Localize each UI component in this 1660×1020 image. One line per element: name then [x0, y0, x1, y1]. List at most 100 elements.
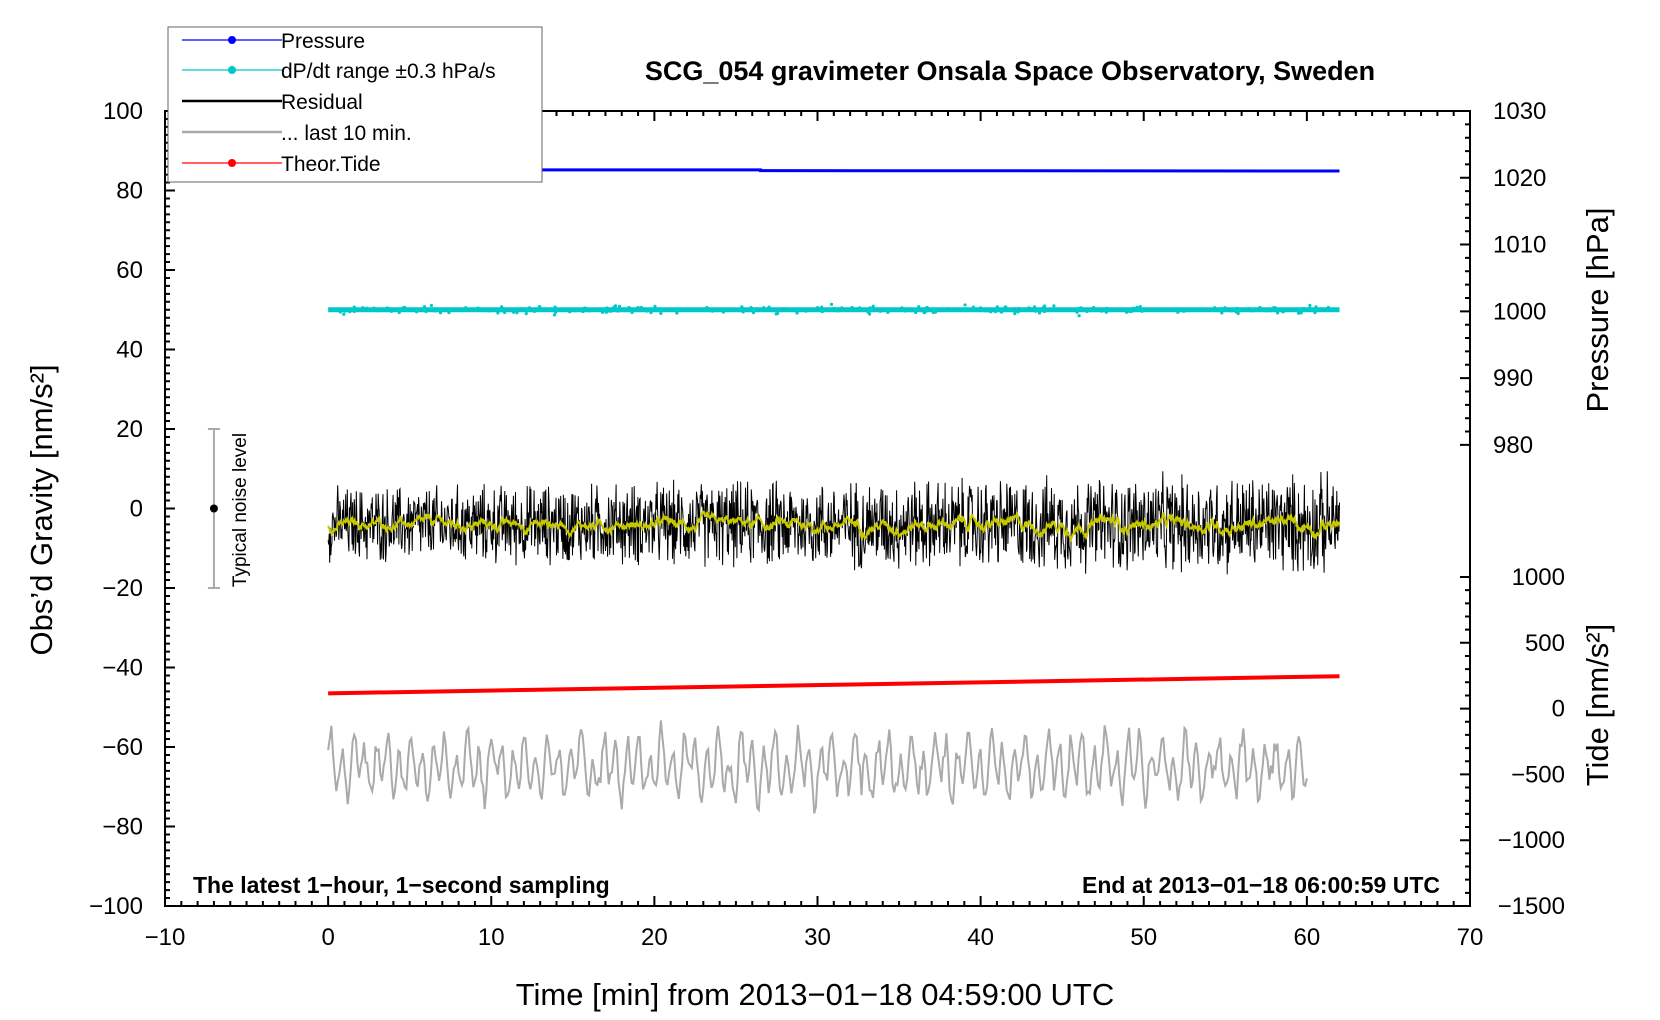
dpdt-point — [332, 308, 336, 312]
dpdt-point — [710, 309, 714, 313]
dpdt-point — [750, 308, 754, 312]
legend-key-marker — [228, 36, 236, 44]
dpdt-point — [416, 307, 420, 312]
dpdt-point — [525, 309, 529, 313]
series-residual-line — [327, 471, 1340, 575]
x-tick-label: 40 — [967, 924, 994, 951]
dpdt-point — [1010, 308, 1014, 312]
series-layer — [327, 168, 1341, 814]
dpdt-point — [524, 312, 528, 316]
dpdt-point — [1037, 311, 1042, 315]
dpdt-point — [328, 308, 332, 312]
dpdt-point — [721, 310, 726, 314]
dpdt-point — [1127, 309, 1131, 313]
tide-tick-label: −1000 — [1498, 827, 1565, 854]
dpdt-point — [1160, 308, 1164, 312]
dpdt-point — [993, 310, 998, 314]
tide-tick-label: 500 — [1525, 630, 1565, 657]
legend-entry-theor-tide: Theor.Tide — [281, 153, 381, 176]
dpdt-point — [798, 307, 803, 311]
tide-tick-label: 0 — [1552, 696, 1565, 723]
dpdt-point — [553, 305, 557, 309]
dpdt-point — [832, 307, 836, 311]
dpdt-point — [1052, 304, 1056, 308]
legend: Pressure dP/dt range ±0.3 hPa/s Residual… — [167, 26, 543, 183]
dpdt-point — [527, 306, 532, 310]
dpdt-point — [1189, 308, 1193, 312]
dpdt-point — [985, 309, 989, 313]
dpdt-point — [1220, 311, 1224, 315]
dpdt-point — [1077, 306, 1081, 310]
dpdt-point — [1145, 308, 1149, 312]
dpdt-point — [601, 310, 605, 314]
dpdt-point — [915, 309, 919, 313]
dpdt-point — [1308, 306, 1313, 311]
dpdt-point — [999, 310, 1004, 314]
x-tick-label: 30 — [804, 924, 831, 951]
dpdt-point — [617, 309, 621, 313]
dpdt-point — [389, 309, 394, 314]
dpdt-point — [538, 305, 542, 309]
x-axis-title: Time [min] from 2013−01−18 04:59:00 UTC — [516, 977, 1115, 1012]
dpdt-point — [1131, 306, 1135, 310]
dpdt-point — [375, 309, 380, 313]
dpdt-point — [1258, 305, 1262, 310]
dpdt-point — [871, 304, 875, 308]
dpdt-point — [1104, 310, 1108, 314]
dpdt-point — [1098, 309, 1103, 313]
dpdt-point — [767, 305, 771, 309]
dpdt-point — [503, 310, 507, 315]
dpdt-point — [343, 309, 347, 313]
dpdt-point — [1077, 314, 1081, 318]
dpdt-point — [1110, 308, 1115, 312]
dpdt-point — [1032, 305, 1037, 309]
dpdt-point — [433, 309, 437, 313]
dpdt-point — [754, 307, 759, 311]
legend-keys — [182, 36, 282, 167]
dpdt-point — [1281, 310, 1285, 314]
dpdt-point — [1052, 308, 1057, 312]
dpdt-point — [1017, 306, 1021, 311]
dpdt-point — [886, 310, 890, 315]
dpdt-point — [960, 309, 964, 313]
dpdt-point — [903, 309, 907, 313]
dpdt-point — [613, 304, 618, 308]
dpdt-point — [532, 309, 537, 313]
dpdt-point — [850, 305, 854, 310]
dpdt-point — [809, 308, 813, 312]
dpdt-point — [1003, 307, 1008, 312]
dpdt-point — [878, 309, 882, 313]
dpdt-point — [645, 309, 649, 313]
dpdt-point — [1299, 311, 1303, 315]
x-tick-label: 50 — [1130, 924, 1157, 951]
dpdt-point — [397, 310, 401, 315]
dpdt-point — [1240, 308, 1244, 312]
dpdt-point — [348, 310, 352, 314]
dpdt-point — [617, 304, 622, 308]
dpdt-point — [982, 309, 987, 313]
dpdt-point — [515, 311, 519, 315]
x-tick-label: 10 — [478, 924, 505, 951]
series-pressure-line — [328, 168, 1340, 173]
dpdt-point — [1272, 306, 1276, 310]
dpdt-point — [836, 309, 840, 313]
dpdt-point — [840, 306, 844, 310]
dpdt-point — [1243, 308, 1247, 312]
dpdt-point — [1123, 308, 1127, 312]
dpdt-point — [605, 306, 609, 310]
dpdt-point — [741, 310, 745, 314]
series-last-10-min-line — [327, 720, 1308, 814]
dpdt-point — [1326, 305, 1330, 310]
dpdt-point — [1313, 311, 1317, 315]
dpdt-point — [1138, 305, 1142, 309]
pressure-tick-label: 1000 — [1493, 298, 1546, 325]
dpdt-point — [636, 306, 640, 310]
dpdt-point — [342, 312, 346, 316]
dpdt-point — [686, 308, 690, 313]
dpdt-point — [867, 309, 871, 314]
dpdt-point — [1268, 308, 1272, 313]
dpdt-point — [948, 308, 952, 313]
dpdt-point — [905, 307, 909, 311]
footer-left-note: The latest 1−hour, 1−second sampling — [193, 872, 610, 898]
dpdt-point — [1034, 309, 1038, 313]
